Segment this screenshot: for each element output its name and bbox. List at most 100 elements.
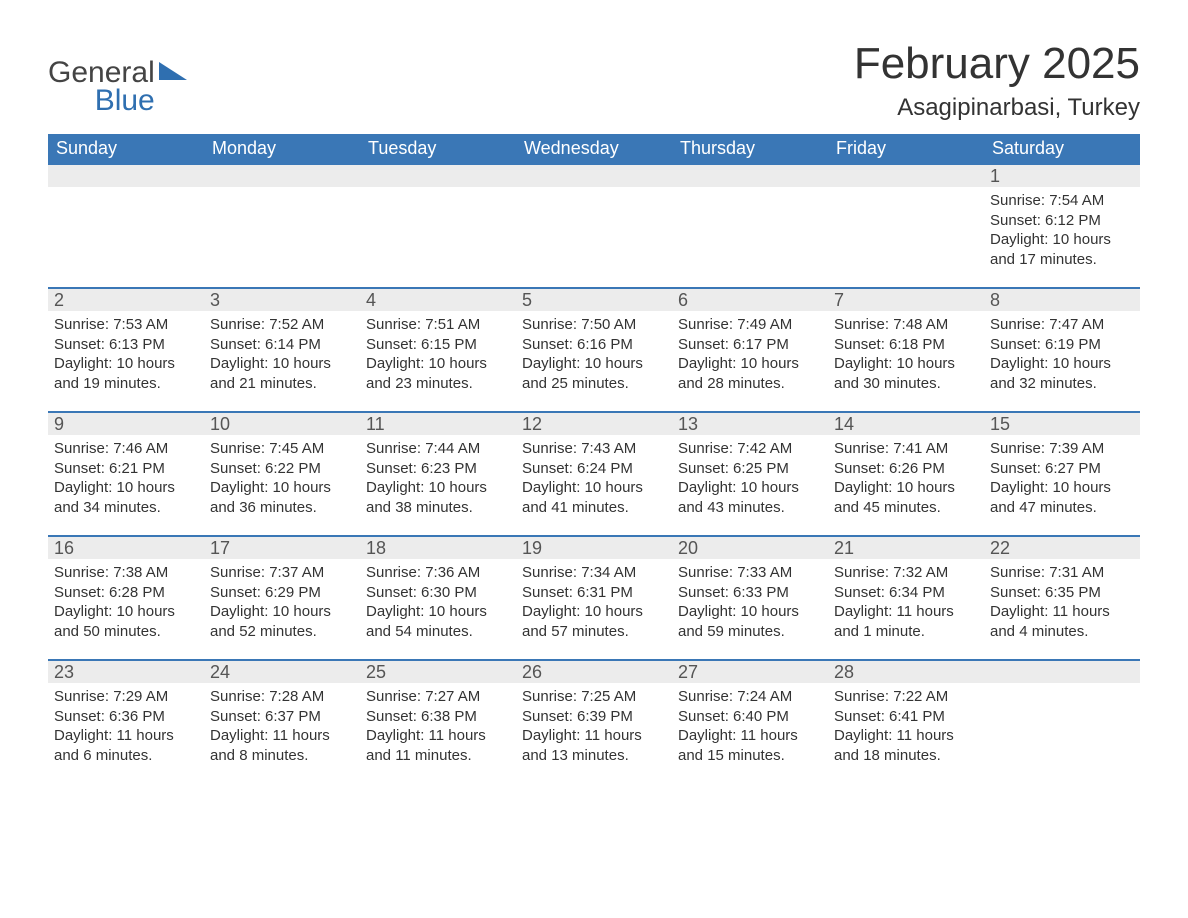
day-number-cell bbox=[48, 164, 204, 187]
daylight2-text: and 43 minutes. bbox=[678, 498, 822, 518]
day-number-cell: 28 bbox=[828, 660, 984, 683]
sunrise-text: Sunrise: 7:32 AM bbox=[834, 563, 978, 583]
daylight1-text: Daylight: 11 hours bbox=[990, 602, 1134, 622]
day-cell: Sunrise: 7:43 AMSunset: 6:24 PMDaylight:… bbox=[516, 435, 672, 536]
sunset-text: Sunset: 6:38 PM bbox=[366, 707, 510, 727]
sunrise-text: Sunrise: 7:51 AM bbox=[366, 315, 510, 335]
daylight1-text: Daylight: 10 hours bbox=[990, 478, 1134, 498]
sunrise-text: Sunrise: 7:29 AM bbox=[54, 687, 198, 707]
day-number-row: 1 bbox=[48, 164, 1140, 187]
sunrise-text: Sunrise: 7:46 AM bbox=[54, 439, 198, 459]
day-cell: Sunrise: 7:37 AMSunset: 6:29 PMDaylight:… bbox=[204, 559, 360, 660]
day-number-cell: 2 bbox=[48, 288, 204, 311]
sunrise-text: Sunrise: 7:36 AM bbox=[366, 563, 510, 583]
daylight1-text: Daylight: 11 hours bbox=[366, 726, 510, 746]
daylight1-text: Daylight: 11 hours bbox=[834, 726, 978, 746]
day-number-cell: 24 bbox=[204, 660, 360, 683]
day-cell: Sunrise: 7:29 AMSunset: 6:36 PMDaylight:… bbox=[48, 683, 204, 783]
daylight1-text: Daylight: 10 hours bbox=[834, 354, 978, 374]
sunset-text: Sunset: 6:19 PM bbox=[990, 335, 1134, 355]
weekday-header: Tuesday bbox=[360, 134, 516, 164]
day-cell: Sunrise: 7:53 AMSunset: 6:13 PMDaylight:… bbox=[48, 311, 204, 412]
sunrise-text: Sunrise: 7:38 AM bbox=[54, 563, 198, 583]
weekday-header: Monday bbox=[204, 134, 360, 164]
day-cell bbox=[360, 187, 516, 288]
sunset-text: Sunset: 6:26 PM bbox=[834, 459, 978, 479]
daylight1-text: Daylight: 10 hours bbox=[210, 354, 354, 374]
weekday-header: Thursday bbox=[672, 134, 828, 164]
daylight1-text: Daylight: 10 hours bbox=[210, 602, 354, 622]
sunset-text: Sunset: 6:14 PM bbox=[210, 335, 354, 355]
day-cell: Sunrise: 7:46 AMSunset: 6:21 PMDaylight:… bbox=[48, 435, 204, 536]
logo-text: General Blue bbox=[48, 58, 155, 118]
day-number-cell bbox=[204, 164, 360, 187]
day-cell: Sunrise: 7:24 AMSunset: 6:40 PMDaylight:… bbox=[672, 683, 828, 783]
daylight2-text: and 32 minutes. bbox=[990, 374, 1134, 394]
day-number-cell: 1 bbox=[984, 164, 1140, 187]
daylight2-text: and 8 minutes. bbox=[210, 746, 354, 766]
day-number-cell: 27 bbox=[672, 660, 828, 683]
sunrise-text: Sunrise: 7:44 AM bbox=[366, 439, 510, 459]
sunrise-text: Sunrise: 7:33 AM bbox=[678, 563, 822, 583]
sunset-text: Sunset: 6:37 PM bbox=[210, 707, 354, 727]
day-cell bbox=[828, 187, 984, 288]
day-number-cell: 18 bbox=[360, 536, 516, 559]
logo-word-2: Blue bbox=[48, 84, 155, 118]
sunrise-text: Sunrise: 7:50 AM bbox=[522, 315, 666, 335]
day-cell bbox=[204, 187, 360, 288]
daylight2-text: and 28 minutes. bbox=[678, 374, 822, 394]
day-cell: Sunrise: 7:22 AMSunset: 6:41 PMDaylight:… bbox=[828, 683, 984, 783]
day-cell: Sunrise: 7:39 AMSunset: 6:27 PMDaylight:… bbox=[984, 435, 1140, 536]
day-number-cell: 12 bbox=[516, 412, 672, 435]
daylight2-text: and 59 minutes. bbox=[678, 622, 822, 642]
header: General Blue February 2025 Asagipinarbas… bbox=[48, 40, 1140, 122]
sunrise-text: Sunrise: 7:28 AM bbox=[210, 687, 354, 707]
sunset-text: Sunset: 6:36 PM bbox=[54, 707, 198, 727]
daylight2-text: and 45 minutes. bbox=[834, 498, 978, 518]
weekday-header-row: Sunday Monday Tuesday Wednesday Thursday… bbox=[48, 134, 1140, 164]
sunset-text: Sunset: 6:27 PM bbox=[990, 459, 1134, 479]
sunrise-text: Sunrise: 7:53 AM bbox=[54, 315, 198, 335]
day-number-cell bbox=[672, 164, 828, 187]
daylight1-text: Daylight: 10 hours bbox=[366, 602, 510, 622]
sunset-text: Sunset: 6:40 PM bbox=[678, 707, 822, 727]
sunset-text: Sunset: 6:23 PM bbox=[366, 459, 510, 479]
day-cell: Sunrise: 7:45 AMSunset: 6:22 PMDaylight:… bbox=[204, 435, 360, 536]
sunset-text: Sunset: 6:18 PM bbox=[834, 335, 978, 355]
daylight1-text: Daylight: 10 hours bbox=[522, 354, 666, 374]
daylight1-text: Daylight: 10 hours bbox=[678, 602, 822, 622]
day-cell: Sunrise: 7:41 AMSunset: 6:26 PMDaylight:… bbox=[828, 435, 984, 536]
daylight1-text: Daylight: 10 hours bbox=[54, 602, 198, 622]
sunset-text: Sunset: 6:30 PM bbox=[366, 583, 510, 603]
day-cell bbox=[516, 187, 672, 288]
day-cell: Sunrise: 7:28 AMSunset: 6:37 PMDaylight:… bbox=[204, 683, 360, 783]
daylight1-text: Daylight: 10 hours bbox=[990, 354, 1134, 374]
daylight2-text: and 6 minutes. bbox=[54, 746, 198, 766]
sunset-text: Sunset: 6:39 PM bbox=[522, 707, 666, 727]
weekday-header: Friday bbox=[828, 134, 984, 164]
daylight2-text: and 38 minutes. bbox=[366, 498, 510, 518]
day-body-row: Sunrise: 7:46 AMSunset: 6:21 PMDaylight:… bbox=[48, 435, 1140, 536]
day-number-row: 2345678 bbox=[48, 288, 1140, 311]
sunrise-text: Sunrise: 7:34 AM bbox=[522, 563, 666, 583]
day-number-cell: 16 bbox=[48, 536, 204, 559]
daylight2-text: and 11 minutes. bbox=[366, 746, 510, 766]
day-cell bbox=[672, 187, 828, 288]
daylight2-text: and 54 minutes. bbox=[366, 622, 510, 642]
sunrise-text: Sunrise: 7:42 AM bbox=[678, 439, 822, 459]
sunset-text: Sunset: 6:16 PM bbox=[522, 335, 666, 355]
day-number-row: 16171819202122 bbox=[48, 536, 1140, 559]
day-number-cell: 8 bbox=[984, 288, 1140, 311]
day-cell: Sunrise: 7:33 AMSunset: 6:33 PMDaylight:… bbox=[672, 559, 828, 660]
day-number-cell: 26 bbox=[516, 660, 672, 683]
day-number-cell bbox=[516, 164, 672, 187]
day-body-row: Sunrise: 7:54 AMSunset: 6:12 PMDaylight:… bbox=[48, 187, 1140, 288]
day-number-cell: 22 bbox=[984, 536, 1140, 559]
sunrise-text: Sunrise: 7:22 AM bbox=[834, 687, 978, 707]
day-number-cell: 10 bbox=[204, 412, 360, 435]
day-number-cell: 20 bbox=[672, 536, 828, 559]
day-cell: Sunrise: 7:52 AMSunset: 6:14 PMDaylight:… bbox=[204, 311, 360, 412]
daylight2-text: and 50 minutes. bbox=[54, 622, 198, 642]
calendar-page: General Blue February 2025 Asagipinarbas… bbox=[0, 0, 1188, 823]
day-cell: Sunrise: 7:34 AMSunset: 6:31 PMDaylight:… bbox=[516, 559, 672, 660]
